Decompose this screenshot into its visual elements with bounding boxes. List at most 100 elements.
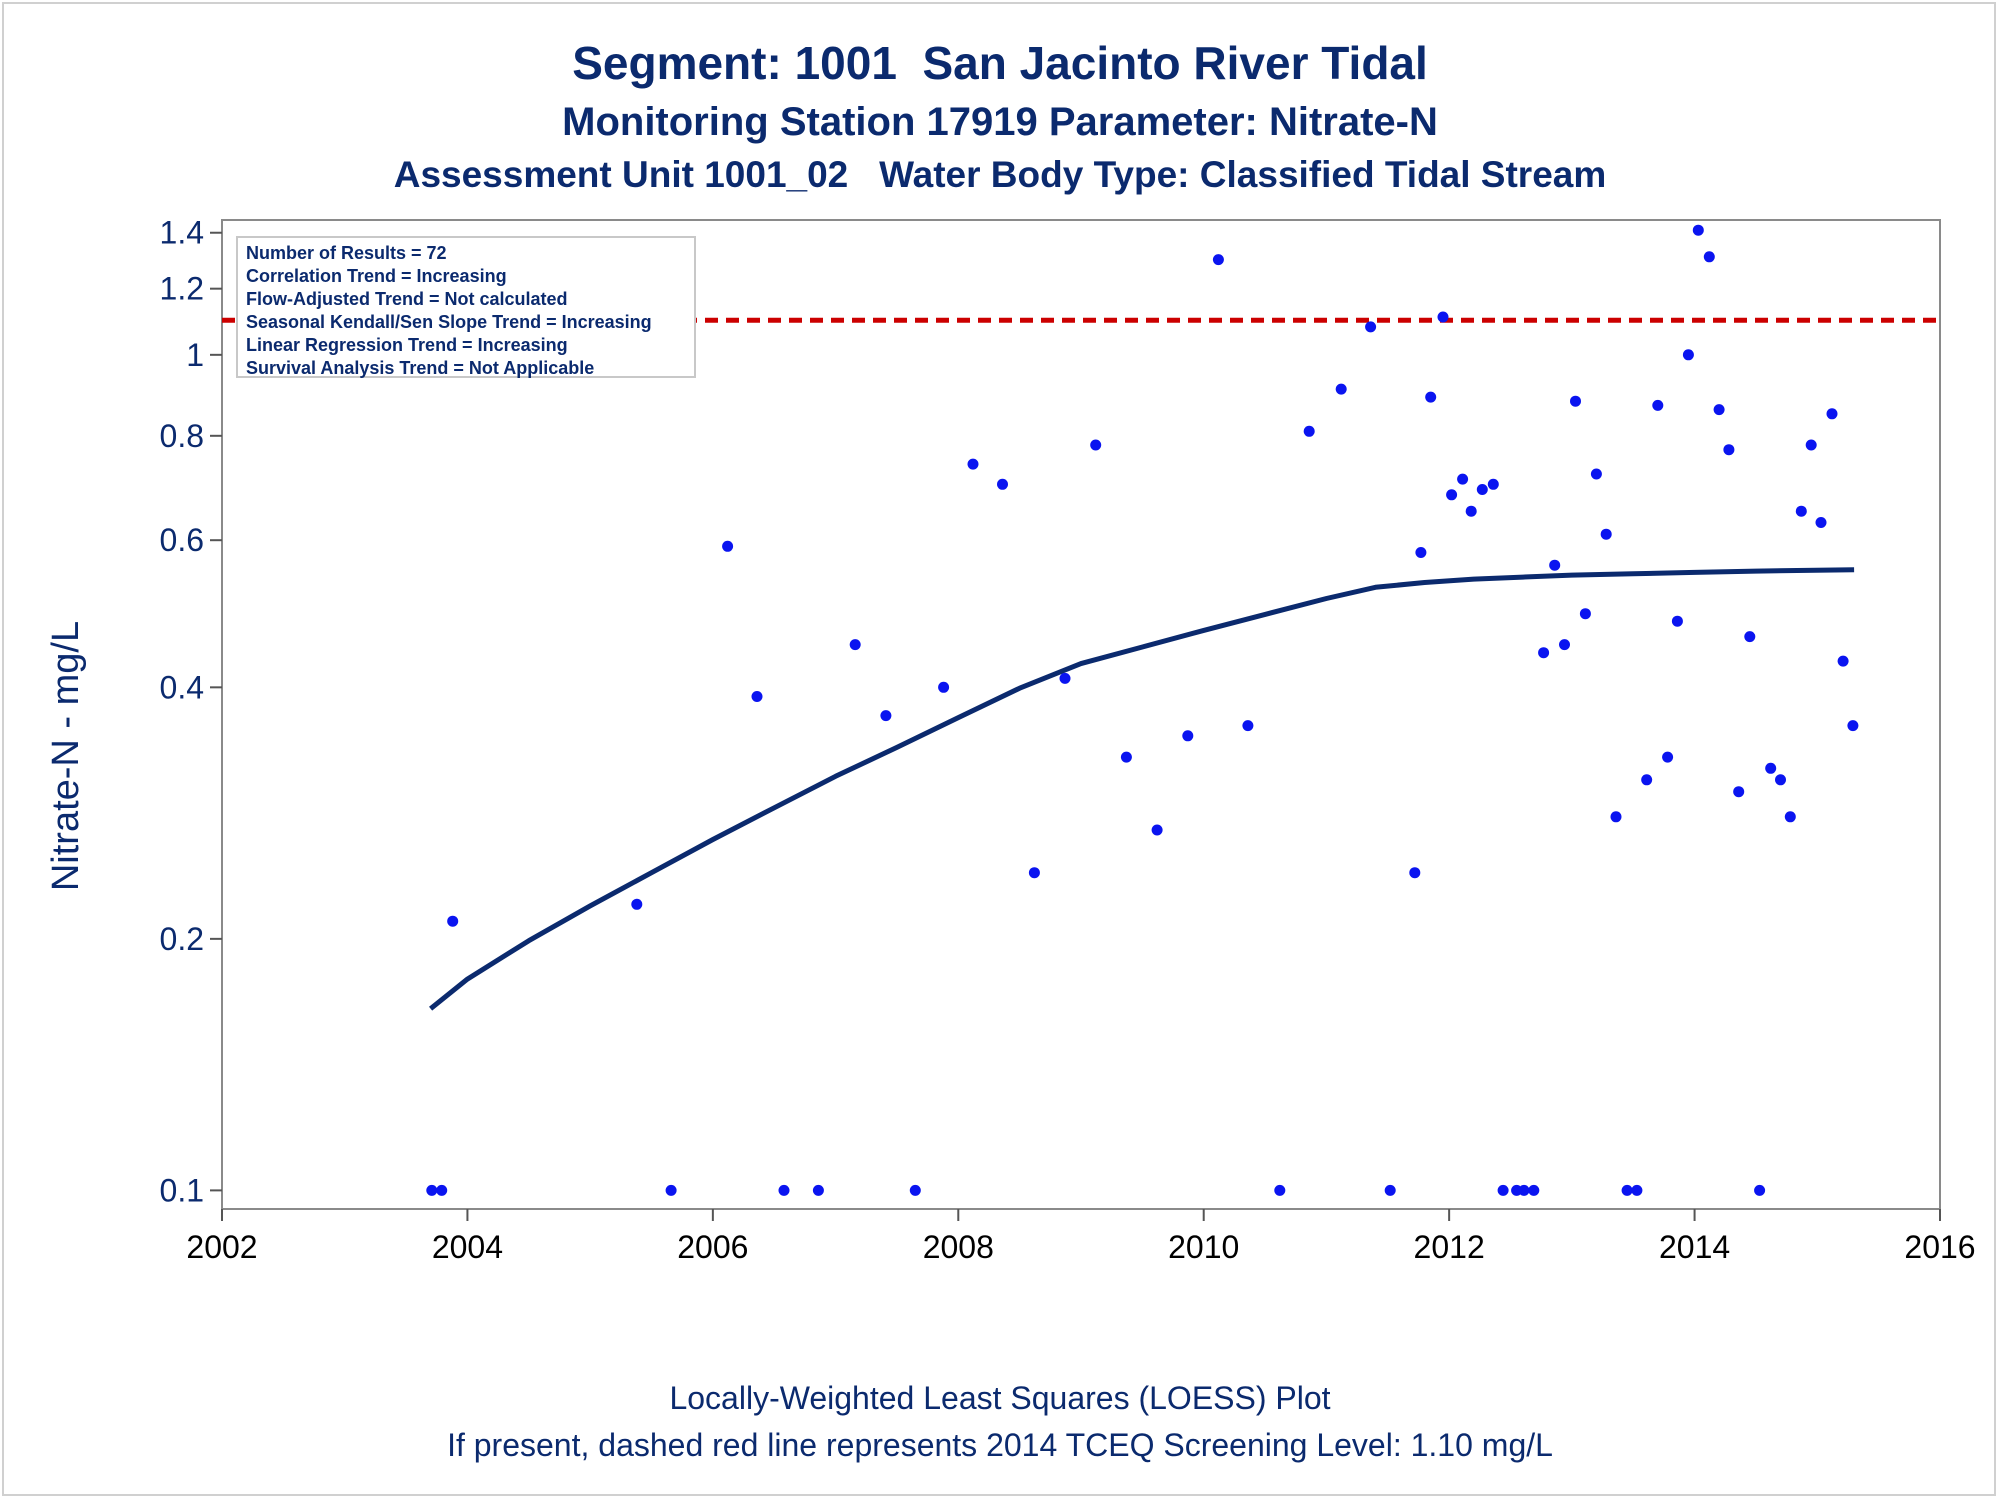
data-point bbox=[1549, 559, 1561, 571]
data-point bbox=[1465, 505, 1477, 517]
data-point bbox=[812, 1184, 824, 1196]
data-point bbox=[1641, 774, 1653, 786]
data-point bbox=[1579, 608, 1591, 620]
data-point bbox=[1212, 254, 1224, 266]
y-tick-label: 1.2 bbox=[160, 271, 204, 307]
data-point bbox=[1652, 399, 1664, 411]
data-point bbox=[1765, 762, 1777, 774]
data-point bbox=[1600, 528, 1612, 540]
data-point bbox=[1837, 655, 1849, 667]
data-point bbox=[1476, 484, 1488, 495]
data-point bbox=[1703, 251, 1715, 263]
data-point bbox=[909, 1184, 921, 1196]
data-point bbox=[1059, 672, 1071, 684]
loess-layer bbox=[429, 567, 1855, 1011]
y-tick-label: 1.4 bbox=[160, 215, 204, 251]
legend-item-seasonal-kendall: Seasonal Kendall/Sen Slope Trend = Incre… bbox=[246, 312, 652, 332]
data-point bbox=[1090, 439, 1102, 451]
data-point bbox=[1415, 547, 1427, 558]
plot-area bbox=[221, 219, 1941, 1210]
footnote-screening-level: If present, dashed red line represents 2… bbox=[447, 1427, 1553, 1463]
data-point bbox=[1847, 720, 1859, 732]
y-tick-label: 0.1 bbox=[160, 1172, 204, 1208]
y-tick-label: 1 bbox=[186, 337, 204, 373]
data-point bbox=[1182, 730, 1194, 742]
data-point bbox=[1384, 1184, 1396, 1196]
data-point bbox=[1692, 224, 1704, 236]
data-point bbox=[1775, 774, 1786, 786]
data-point bbox=[1631, 1184, 1643, 1196]
x-tick-label: 2010 bbox=[1168, 1229, 1239, 1265]
y-tick-label: 0.6 bbox=[160, 522, 204, 558]
data-point bbox=[1784, 811, 1796, 823]
data-point bbox=[1335, 383, 1347, 395]
y-tick-label: 0.8 bbox=[160, 418, 204, 454]
data-point bbox=[447, 915, 459, 927]
data-point bbox=[938, 681, 950, 693]
data-point bbox=[1682, 349, 1694, 361]
chart-subtitle-station: Monitoring Station 17919 Parameter: Nitr… bbox=[562, 100, 1438, 144]
x-tick-label: 2006 bbox=[677, 1229, 748, 1265]
data-point bbox=[1754, 1184, 1766, 1196]
data-point bbox=[1570, 395, 1581, 407]
trend-legend: Number of Results = 72 Correlation Trend… bbox=[236, 236, 696, 378]
data-point bbox=[1120, 751, 1132, 763]
legend-item-flow-adjusted: Flow-Adjusted Trend = Not calculated bbox=[246, 289, 568, 309]
data-point bbox=[1151, 824, 1163, 836]
x-tick-label: 2002 bbox=[186, 1229, 257, 1265]
data-point bbox=[849, 639, 861, 651]
data-point bbox=[631, 898, 643, 910]
data-point bbox=[1437, 311, 1449, 323]
chart-subtitle-assessment: Assessment Unit 1001_02 Water Body Type:… bbox=[393, 154, 1607, 195]
x-tick-label: 2016 bbox=[1904, 1229, 1975, 1265]
data-point bbox=[1559, 639, 1570, 651]
data-point bbox=[1662, 751, 1674, 763]
data-point bbox=[880, 710, 892, 722]
data-point bbox=[1723, 444, 1735, 456]
data-point bbox=[1713, 404, 1725, 416]
data-point bbox=[1028, 867, 1040, 879]
data-point bbox=[1409, 867, 1421, 879]
data-point bbox=[1274, 1184, 1286, 1196]
data-point bbox=[1303, 425, 1315, 437]
data-point bbox=[665, 1184, 677, 1196]
data-point bbox=[1365, 321, 1377, 333]
data-point bbox=[1671, 615, 1683, 627]
data-point bbox=[1487, 478, 1499, 490]
data-point bbox=[1242, 720, 1254, 732]
legend-item-linear-regression: Linear Regression Trend = Increasing bbox=[246, 335, 568, 355]
y-tick-label: 0.4 bbox=[160, 669, 204, 705]
data-point bbox=[1733, 786, 1745, 798]
y-axis-label: Nitrate-N - mg/L bbox=[45, 621, 87, 891]
plot-border bbox=[221, 219, 1941, 1210]
x-axis: 2002 2004 2006 2008 2010 2012 2014 2016 bbox=[186, 1209, 1976, 1265]
data-point bbox=[1590, 468, 1602, 480]
legend-item-results: Number of Results = 72 bbox=[246, 243, 447, 263]
data-point bbox=[1795, 505, 1807, 517]
data-point bbox=[778, 1184, 790, 1196]
loess-curve bbox=[429, 567, 1855, 1011]
data-point bbox=[1826, 408, 1838, 420]
y-axis: 0.1 0.2 0.4 0.6 0.8 1 1.2 1.4 bbox=[160, 215, 222, 1208]
x-tick-label: 2014 bbox=[1659, 1229, 1730, 1265]
x-tick-label: 2004 bbox=[432, 1229, 503, 1265]
x-tick-label: 2012 bbox=[1414, 1229, 1485, 1265]
data-point bbox=[1538, 647, 1550, 659]
legend-item-correlation: Correlation Trend = Increasing bbox=[246, 266, 507, 286]
data-point bbox=[1528, 1184, 1540, 1196]
data-point bbox=[722, 540, 734, 552]
chart-title: Segment: 1001 San Jacinto River Tidal bbox=[572, 37, 1428, 89]
data-point bbox=[1425, 391, 1437, 403]
data-points bbox=[426, 224, 1859, 1196]
data-point bbox=[1805, 439, 1817, 451]
data-point bbox=[1457, 473, 1469, 485]
data-point bbox=[1446, 489, 1458, 501]
data-point bbox=[1518, 1184, 1530, 1196]
y-tick-label: 0.2 bbox=[160, 921, 204, 957]
x-tick-label: 2008 bbox=[923, 1229, 994, 1265]
data-point bbox=[1815, 517, 1827, 528]
data-point bbox=[997, 478, 1008, 490]
footnote-loess: Locally-Weighted Least Squares (LOESS) P… bbox=[669, 1380, 1331, 1416]
